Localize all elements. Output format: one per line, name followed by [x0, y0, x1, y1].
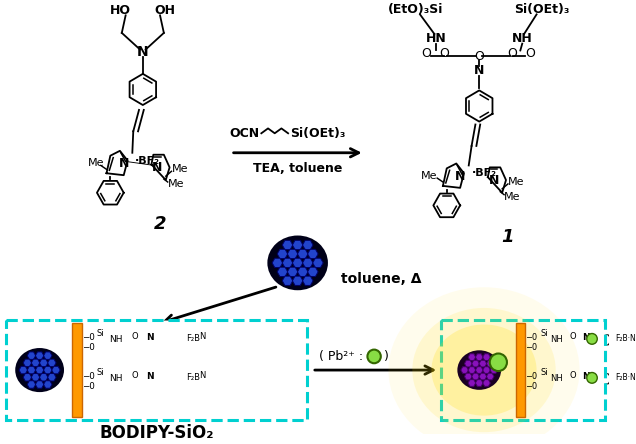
Text: —O: —O [83, 343, 94, 352]
Text: N: N [146, 333, 153, 342]
Text: Me: Me [172, 164, 188, 174]
Circle shape [587, 373, 597, 383]
Text: ): ) [384, 350, 389, 363]
Text: O: O [132, 372, 138, 381]
Text: F₂B·N: F₂B·N [615, 373, 636, 382]
Text: HO: HO [111, 4, 132, 17]
Text: NH: NH [550, 374, 563, 383]
Text: NH: NH [109, 335, 123, 345]
Text: Me: Me [88, 159, 104, 168]
Text: —O: —O [83, 373, 94, 381]
Text: —O: —O [527, 373, 537, 381]
Text: ·BF₂: ·BF₂ [135, 155, 160, 166]
Text: OH: OH [155, 4, 176, 17]
Bar [72, 323, 81, 417]
Text: ·BF₂: ·BF₂ [471, 168, 497, 178]
Ellipse shape [457, 350, 501, 390]
Text: OCN: OCN [230, 127, 259, 140]
Text: Si(OEt)₃: Si(OEt)₃ [290, 127, 345, 140]
Text: O: O [474, 50, 484, 63]
Text: —O: —O [527, 333, 537, 342]
Text: Me: Me [508, 177, 525, 187]
Text: —O: —O [527, 382, 537, 391]
Circle shape [587, 333, 597, 344]
Ellipse shape [389, 287, 579, 444]
Text: Si: Si [541, 368, 548, 377]
Bar [516, 323, 525, 417]
Text: (EtO)₃Si: (EtO)₃Si [387, 3, 443, 16]
Text: NH: NH [512, 32, 532, 45]
Text: —O: —O [527, 343, 537, 352]
Text: NH: NH [550, 335, 563, 345]
Text: N: N [488, 174, 499, 186]
Text: Si: Si [97, 329, 104, 337]
Text: O: O [132, 333, 138, 341]
FancyBboxPatch shape [6, 321, 307, 420]
Text: N: N [137, 45, 149, 59]
Text: N: N [474, 64, 485, 77]
Circle shape [490, 353, 507, 371]
Text: 2: 2 [154, 215, 166, 233]
Text: Si: Si [97, 368, 104, 377]
Ellipse shape [267, 235, 328, 290]
Ellipse shape [412, 308, 556, 432]
Text: —O: —O [83, 382, 94, 391]
Text: Me: Me [168, 179, 184, 189]
Text: N: N [455, 170, 466, 182]
Text: ( Pb²⁺ :: ( Pb²⁺ : [319, 350, 363, 363]
Text: O: O [439, 47, 449, 60]
Text: N: N [118, 157, 129, 170]
Text: TEA, toluene: TEA, toluene [253, 162, 342, 175]
Text: —O: —O [83, 333, 94, 342]
Text: BODIPY-SiO₂: BODIPY-SiO₂ [99, 424, 214, 442]
Text: Si(OEt)₃: Si(OEt)₃ [514, 3, 569, 16]
Text: Me: Me [504, 192, 521, 202]
Text: F₂B: F₂B [186, 334, 200, 343]
Text: F₂B: F₂B [186, 373, 200, 382]
Text: NH: NH [109, 374, 123, 383]
Ellipse shape [431, 325, 537, 416]
Text: F₂B·N: F₂B·N [615, 334, 636, 343]
Text: O: O [569, 372, 576, 381]
Text: N: N [583, 373, 590, 381]
Text: HN: HN [426, 32, 446, 45]
Text: N: N [199, 333, 205, 341]
Text: O: O [422, 47, 432, 60]
Text: O: O [508, 47, 518, 60]
Text: Me: Me [420, 171, 437, 181]
Text: O: O [569, 333, 576, 341]
Text: N: N [199, 372, 205, 381]
Text: N: N [583, 333, 590, 342]
Text: toluene, Δ: toluene, Δ [341, 273, 421, 286]
Text: N: N [146, 373, 153, 381]
Text: 1: 1 [502, 228, 514, 246]
Circle shape [368, 349, 381, 363]
Text: Si: Si [541, 329, 548, 337]
Text: O: O [525, 47, 535, 60]
Ellipse shape [15, 348, 64, 392]
Text: N: N [152, 161, 162, 174]
FancyBboxPatch shape [441, 321, 605, 420]
